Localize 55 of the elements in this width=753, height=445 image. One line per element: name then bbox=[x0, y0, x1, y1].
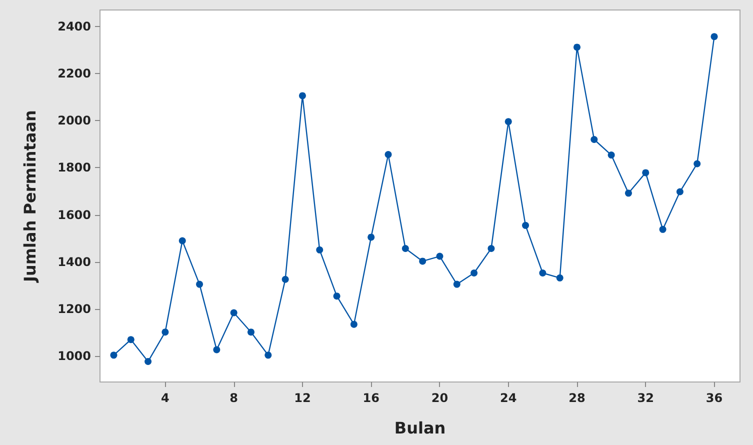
point bbox=[436, 252, 444, 260]
x-tick-label: 36 bbox=[706, 391, 723, 405]
point bbox=[488, 245, 495, 252]
point bbox=[694, 160, 701, 168]
point bbox=[333, 292, 340, 300]
point bbox=[590, 136, 598, 143]
x-tick-label: 20 bbox=[431, 391, 448, 405]
point bbox=[248, 328, 254, 336]
point bbox=[659, 226, 666, 233]
x-tick-label: 28 bbox=[568, 391, 586, 405]
y-tick-label: 1600 bbox=[58, 208, 91, 222]
y-tick-label: 1000 bbox=[58, 349, 91, 364]
x-tick-label: 4 bbox=[161, 391, 170, 405]
point bbox=[144, 358, 152, 366]
point bbox=[178, 237, 186, 244]
y-axis-title: Jumlah Permintaan bbox=[20, 110, 40, 283]
point bbox=[213, 346, 220, 354]
y-tick-label: 2000 bbox=[58, 114, 91, 128]
y-tick-label: 1800 bbox=[58, 160, 91, 175]
point bbox=[127, 336, 134, 344]
y-tick-label: 1200 bbox=[58, 302, 91, 316]
point bbox=[504, 118, 512, 126]
point bbox=[264, 352, 272, 359]
point bbox=[419, 258, 426, 265]
point bbox=[110, 352, 118, 359]
point bbox=[453, 280, 460, 288]
x-tick-label: 24 bbox=[500, 391, 517, 405]
point bbox=[230, 309, 238, 316]
point bbox=[624, 190, 632, 197]
point bbox=[608, 152, 615, 159]
x-tick-label: 12 bbox=[294, 391, 311, 405]
x-tick-label: 16 bbox=[362, 391, 380, 405]
point bbox=[402, 245, 409, 252]
point bbox=[676, 188, 684, 196]
y-tick-label: 2200 bbox=[58, 66, 91, 81]
point bbox=[282, 276, 289, 283]
point bbox=[196, 280, 204, 288]
point bbox=[470, 269, 478, 276]
x-axis-title: Bulan bbox=[394, 418, 446, 438]
point bbox=[368, 234, 375, 241]
x-tick-label: 8 bbox=[230, 391, 238, 405]
y-tick-label: 1400 bbox=[58, 254, 91, 269]
y-tick-label: 2400 bbox=[58, 19, 91, 34]
point bbox=[522, 222, 530, 229]
point bbox=[710, 33, 718, 40]
point bbox=[350, 320, 358, 328]
point bbox=[298, 92, 306, 100]
point bbox=[556, 274, 564, 282]
point bbox=[539, 269, 546, 276]
point bbox=[384, 151, 392, 158]
point bbox=[642, 169, 650, 176]
point bbox=[162, 328, 169, 336]
point bbox=[574, 44, 580, 51]
x-tick-label: 32 bbox=[637, 391, 654, 405]
point bbox=[316, 246, 324, 254]
